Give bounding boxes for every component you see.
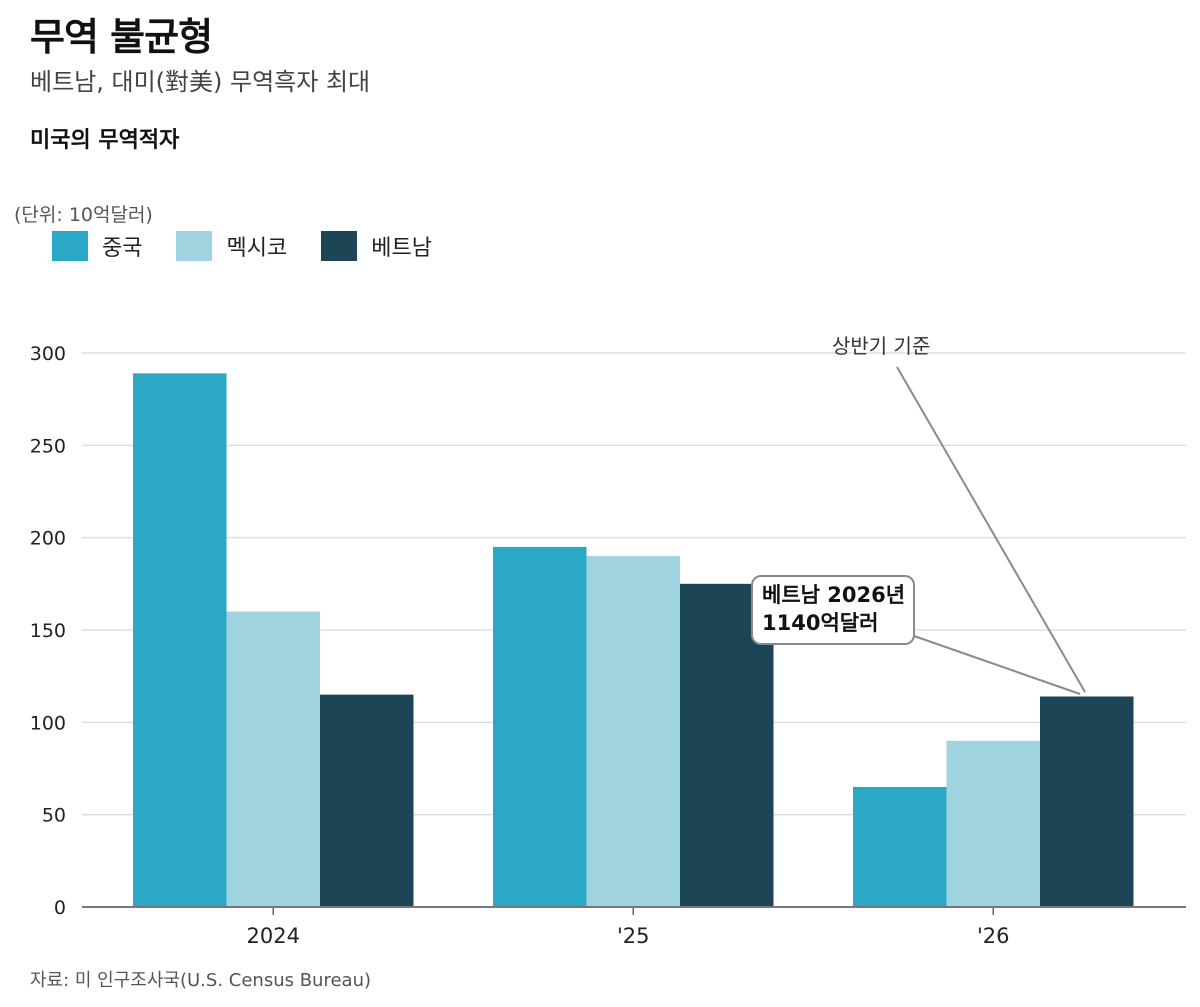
source-note: 자료: 미 인구조사국(U.S. Census Bureau) xyxy=(30,970,372,991)
legend-label-china: 중국 xyxy=(102,236,143,261)
x-tick-label-0: 2024 xyxy=(247,924,300,948)
bar-0-2 xyxy=(320,694,414,907)
period-note-leader xyxy=(896,366,1086,693)
x-tick-label-1: '25 xyxy=(617,924,650,948)
y-tick-label-200: 200 xyxy=(30,528,66,550)
callout-box xyxy=(751,575,915,645)
annotations: 상반기 기준 베트남 2026년 1140억달러 xyxy=(751,334,1086,695)
callout-line-1: 베트남 2026년 xyxy=(762,583,905,607)
y-tick-label-250: 250 xyxy=(30,435,66,457)
chart-legend: 중국 멕시코 베트남 xyxy=(52,230,466,262)
axes: 0 50 100 150 200 250 300 2024 '25 '26 xyxy=(30,343,1186,948)
callout-leader xyxy=(913,635,1081,695)
legend-label-mexico: 멕시코 xyxy=(226,236,288,261)
y-tick-label-0: 0 xyxy=(54,897,66,919)
legend-swatch-mexico xyxy=(176,231,213,261)
bar-2-1 xyxy=(946,740,1040,907)
y-tick-label-100: 100 xyxy=(30,712,66,734)
unit-label: (단위: 10억달러) xyxy=(14,204,153,226)
legend-item-mexico: 멕시코 xyxy=(176,230,287,262)
legend-item-china: 중국 xyxy=(52,230,142,262)
page-title: 무역 불균형 xyxy=(30,15,213,59)
x-tick-label-2: '26 xyxy=(977,924,1010,948)
legend-label-vietnam: 베트남 xyxy=(371,236,432,261)
callout-line-2: 1140억달러 xyxy=(762,611,878,635)
chart-title: 미국의 무역적자 xyxy=(30,128,180,153)
y-tick-label-50: 50 xyxy=(42,805,66,827)
bar-1-0 xyxy=(493,546,587,907)
page-subtitle: 베트남, 대미(對美) 무역흑자 최대 xyxy=(30,68,371,96)
legend-swatch-vietnam xyxy=(321,231,358,261)
y-tick-label-150: 150 xyxy=(30,620,66,642)
bar-0-0 xyxy=(133,373,227,907)
legend-item-vietnam: 베트남 xyxy=(321,230,432,262)
bar-2-0 xyxy=(853,786,947,907)
bar-1-1 xyxy=(586,556,680,907)
y-tick-label-300: 300 xyxy=(30,343,66,365)
period-note: 상반기 기준 xyxy=(832,334,930,358)
bars xyxy=(133,373,1134,907)
bar-0-1 xyxy=(226,611,320,907)
legend-swatch-china xyxy=(52,231,88,261)
bar-2-2 xyxy=(1040,696,1134,907)
